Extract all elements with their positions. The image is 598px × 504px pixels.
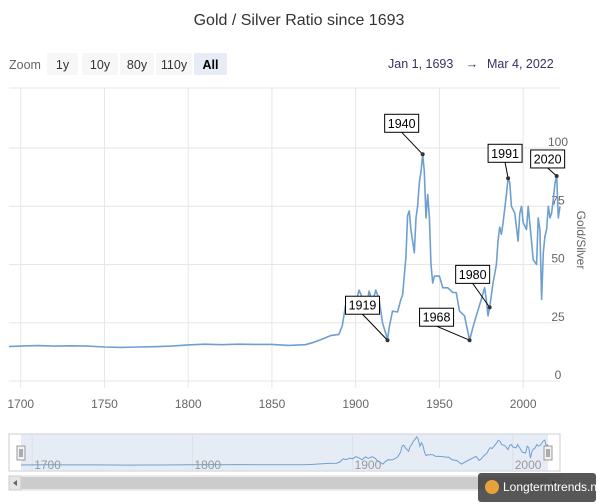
chevron-left-icon [13,480,17,486]
range-from-date[interactable]: Jan 1, 1693 [388,57,453,71]
zoom-btn-80y[interactable]: 80y [120,53,154,75]
navigator-tick-label: 1700 [34,458,61,472]
scrollbar[interactable] [8,475,561,491]
navigator-tick-label: 1800 [194,458,221,472]
zoom-btn-all[interactable]: All [194,53,227,75]
flag-label: 1940 [388,117,416,131]
logo-icon [485,480,499,494]
range-to-date[interactable]: Mar 4, 2022 [487,57,554,71]
zoom-btn-1y[interactable]: 1y [47,53,78,75]
zoom-label: Zoom [9,58,41,72]
flag-point [487,305,492,310]
x-tick-label: 2000 [510,397,537,411]
flag-label: 1919 [349,299,377,313]
zoom-btn-all-label: All [203,58,219,72]
scrollbar-thumb[interactable] [21,477,548,489]
flag-1940[interactable]: 1940 [384,113,425,157]
flag-label: 1991 [491,147,519,161]
zoom-btn-110y-label: 110y [161,58,188,72]
range-separator: → [466,57,479,71]
x-tick-label: 1950 [426,397,453,411]
series-line [8,153,561,349]
navigator-left-handle[interactable] [16,445,26,461]
zoom-btn-110y[interactable]: 110y [156,53,192,75]
flag-label: 1968 [423,311,451,325]
event-flags: 1940 1991 2020 1919 1980 1968 [344,113,566,343]
zoom-btn-10y-label: 10y [90,58,111,72]
y-tick-label: 100 [548,135,568,149]
navigator[interactable]: 1700 1800 1900 2000 [8,433,561,472]
flag-1991[interactable]: 1991 [487,143,523,181]
x-tick-label: 1700 [7,397,34,411]
flag-1919[interactable]: 1919 [344,295,390,343]
navigator-selection[interactable] [21,434,548,471]
x-tick-label: 1750 [91,397,118,411]
navigator-tick-label: 2000 [515,458,542,472]
x-axis-ticks: 1700 1750 1800 1850 1900 1950 2000 [7,397,536,411]
flag-2020[interactable]: 2020 [530,149,566,178]
gridlines [9,88,560,388]
flag-1968[interactable]: 1968 [419,307,472,343]
flag-point [506,176,511,181]
flag-label: 1980 [459,268,487,282]
y-tick-label: 25 [551,310,565,324]
zoom-btn-80y-label: 80y [127,58,148,72]
y-axis-title: Gold/Silver [574,211,588,270]
flag-point [385,338,390,343]
flag-label: 2020 [534,152,562,166]
chart-title: Gold / Silver Ratio since 1693 [194,12,405,29]
x-tick-label: 1850 [259,397,286,411]
watermark-text: Longtermtrends.net [503,480,598,494]
zoom-btn-10y[interactable]: 10y [82,53,118,75]
navigator-tick-label: 1900 [355,458,382,472]
y-tick-label: 0 [555,368,562,382]
x-tick-label: 1900 [342,397,369,411]
flag-point [420,152,425,157]
watermark: Longtermtrends.net [478,473,598,502]
flag-1980[interactable]: 1980 [455,264,492,310]
y-tick-label: 50 [551,252,565,266]
flag-point [554,173,559,178]
navigator-ticks: 1700 1800 1900 2000 [34,458,542,472]
x-tick-label: 1800 [175,397,202,411]
navigator-series-line [20,435,549,466]
navigator-right-handle[interactable] [543,445,553,461]
flag-point [467,338,472,343]
zoom-btn-1y-label: 1y [56,58,70,72]
